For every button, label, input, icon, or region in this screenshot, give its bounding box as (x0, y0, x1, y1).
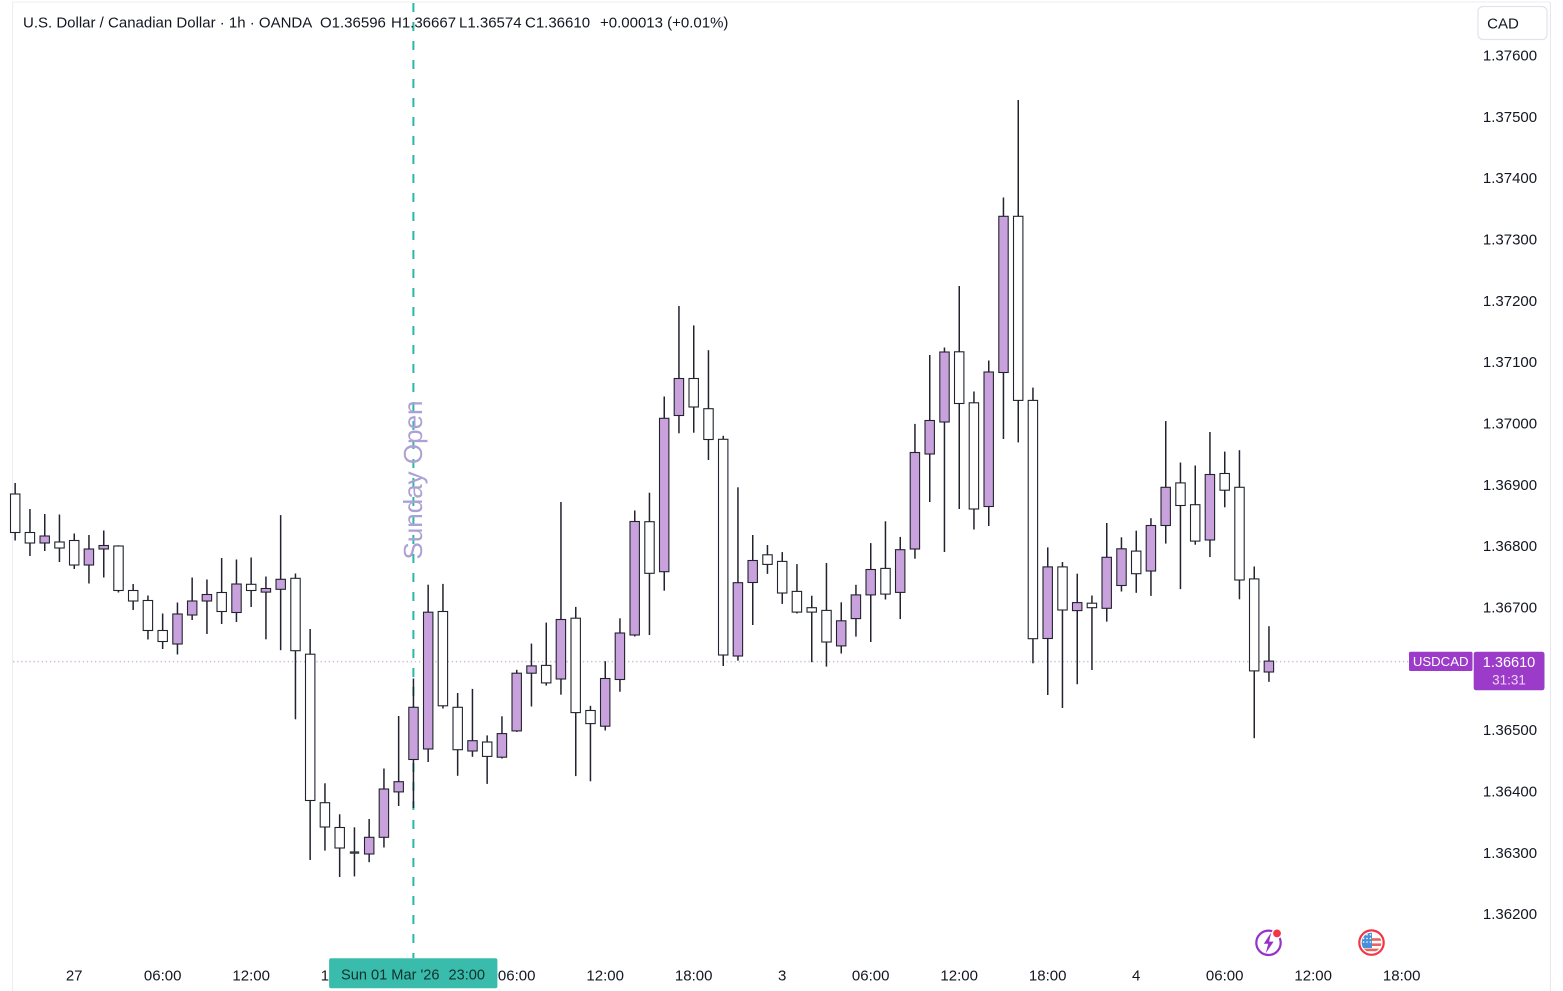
svg-text:1.37100: 1.37100 (1483, 354, 1537, 371)
svg-text:06:00: 06:00 (498, 968, 536, 985)
svg-text:18:00: 18:00 (1383, 968, 1421, 985)
svg-text:H1.36667: H1.36667 (391, 15, 456, 32)
svg-text:06:00: 06:00 (144, 968, 182, 985)
svg-text:1.36610: 1.36610 (1483, 655, 1535, 671)
svg-text:CAD: CAD (1487, 16, 1519, 33)
svg-text:1: 1 (321, 968, 329, 985)
svg-text:USDCAD: USDCAD (1413, 654, 1469, 669)
svg-text:12:00: 12:00 (232, 968, 270, 985)
svg-text:12:00: 12:00 (1294, 968, 1332, 985)
svg-text:18:00: 18:00 (675, 968, 713, 985)
svg-text:12:00: 12:00 (586, 968, 624, 985)
svg-text:1.37400: 1.37400 (1483, 170, 1537, 187)
svg-text:18:00: 18:00 (1029, 968, 1067, 985)
svg-text:1.36400: 1.36400 (1483, 784, 1537, 801)
svg-text:1.36700: 1.36700 (1483, 600, 1537, 617)
svg-text:06:00: 06:00 (852, 968, 890, 985)
svg-text:3: 3 (778, 968, 786, 985)
svg-text:1.37200: 1.37200 (1483, 293, 1537, 310)
svg-text:31:31: 31:31 (1492, 673, 1526, 688)
svg-text:1.36800: 1.36800 (1483, 538, 1537, 555)
svg-text:Sun 01 Mar '26: Sun 01 Mar '26 (341, 968, 440, 984)
svg-text:+0.00013 (+0.01%): +0.00013 (+0.01%) (600, 15, 728, 32)
svg-text:1.37000: 1.37000 (1483, 416, 1537, 433)
svg-text:1.36500: 1.36500 (1483, 722, 1537, 739)
svg-text:1.37500: 1.37500 (1483, 109, 1537, 126)
svg-text:C1.36610: C1.36610 (525, 15, 590, 32)
svg-text:12:00: 12:00 (940, 968, 978, 985)
svg-text:L1.36574: L1.36574 (459, 15, 522, 32)
svg-text:1.37300: 1.37300 (1483, 232, 1537, 249)
svg-text:1.36200: 1.36200 (1483, 906, 1537, 923)
svg-text:23:00: 23:00 (448, 968, 485, 984)
svg-text:1.36300: 1.36300 (1483, 845, 1537, 862)
svg-text:4: 4 (1132, 968, 1140, 985)
svg-text:1.37600: 1.37600 (1483, 48, 1537, 65)
svg-text:1.36900: 1.36900 (1483, 477, 1537, 494)
svg-text:06:00: 06:00 (1206, 968, 1244, 985)
svg-text:U.S. Dollar / Canadian Dollar: U.S. Dollar / Canadian Dollar · 1h · OAN… (23, 15, 312, 32)
svg-text:27: 27 (66, 968, 83, 985)
svg-text:O1.36596: O1.36596 (320, 15, 386, 32)
svg-text:Sunday Open: Sunday Open (398, 400, 428, 559)
